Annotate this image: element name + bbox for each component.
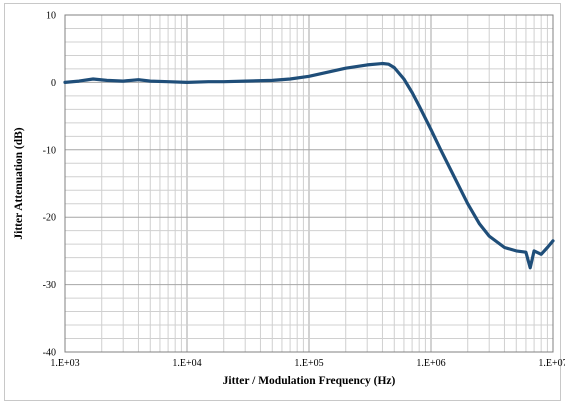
y-tick-label: 10: [46, 11, 56, 22]
y-tick-label: 0: [51, 78, 56, 89]
y-tick-label: -10: [43, 145, 56, 156]
plot-area-border: [64, 14, 554, 353]
x-tick-labels: 1.E+03 1.E+04 1.E+05 1.E+06 1.E+07: [50, 358, 565, 369]
x-tick-label: 1.E+05: [294, 358, 323, 369]
x-tick-label: 1.E+04: [172, 358, 201, 369]
y-tick-labels: 10 0 -10 -20 -30 -40: [43, 11, 56, 359]
x-tick-label: 1.E+07: [538, 358, 565, 369]
y-tick-label: -40: [43, 348, 56, 359]
y-tick-label: -20: [43, 213, 56, 224]
y-tick-label: -30: [43, 280, 56, 291]
series-line-jitter-attenuation: [63, 61, 555, 270]
x-tick-label: 1.E+03: [50, 358, 79, 369]
grid-lines: [64, 14, 553, 353]
x-tick-label: 1.E+06: [416, 358, 445, 369]
y-axis-title: Jitter Attenuation (dB): [13, 127, 25, 239]
x-axis-title: Jitter / Modulation Frequency (Hz): [223, 375, 396, 387]
